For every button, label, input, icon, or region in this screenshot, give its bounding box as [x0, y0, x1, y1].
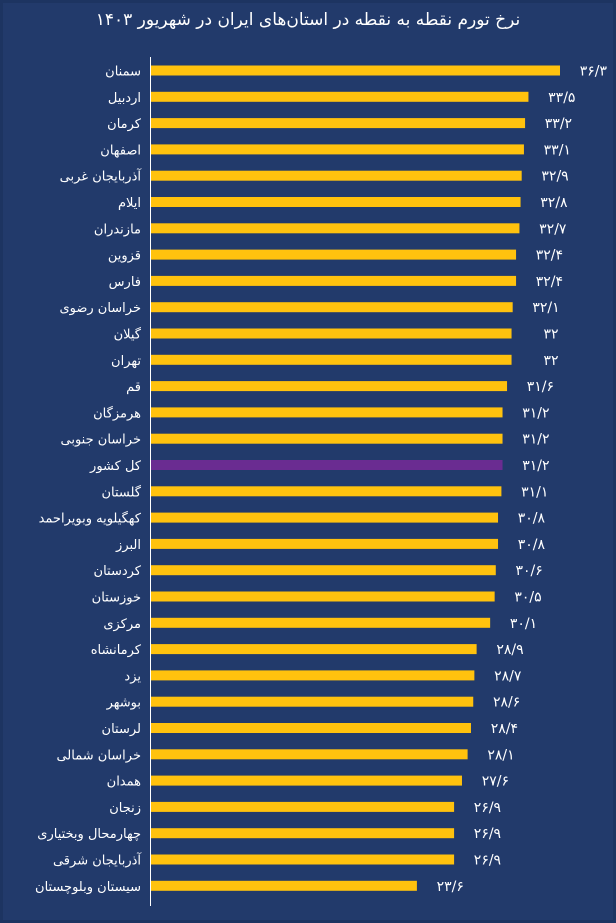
bar-29	[151, 828, 455, 839]
category-label-26: خراسان شمالی	[56, 748, 141, 763]
value-label-16: ۳۱/۱	[521, 484, 548, 500]
category-label-18: البرز	[115, 538, 141, 553]
bar-3	[151, 144, 524, 155]
category-label-14: خراسان جنوبی	[61, 433, 141, 448]
category-label-31: سیستان وبلوچستان	[35, 880, 141, 895]
value-label-25: ۲۸/۴	[491, 721, 518, 737]
value-label-6: ۳۲/۷	[539, 221, 567, 237]
value-label-0: ۳۶/۳	[580, 64, 608, 80]
value-label-19: ۳۰/۶	[515, 563, 542, 579]
bar-15	[151, 460, 503, 470]
value-label-13: ۳۱/۲	[522, 405, 549, 421]
category-label-20: خوزستان	[92, 591, 141, 606]
value-label-21: ۳۰/۱	[510, 616, 537, 632]
category-label-3: اصفهان	[100, 143, 141, 158]
bar-24	[151, 696, 474, 707]
category-label-12: قم	[126, 380, 141, 395]
category-label-29: چهارمحال وبختیاری	[37, 827, 141, 842]
bar-12	[151, 381, 508, 392]
bar-25	[151, 723, 471, 733]
category-label-11: تهران	[111, 354, 141, 369]
bar-20	[151, 591, 495, 602]
bar-26	[151, 749, 468, 760]
category-label-5: ایلام	[118, 196, 141, 211]
category-label-10: گیلان	[114, 327, 142, 343]
value-label-11: ۳۲	[544, 353, 559, 369]
value-label-2: ۳۳/۲	[545, 116, 572, 132]
bar-28	[151, 801, 455, 812]
category-label-22: کرمانشاه	[91, 643, 142, 658]
value-label-26: ۲۸/۱	[487, 747, 514, 763]
value-label-5: ۳۲/۸	[540, 195, 568, 211]
category-label-24: بوشهر	[106, 696, 141, 711]
value-label-22: ۲۸/۹	[496, 642, 523, 658]
category-label-8: فارس	[109, 275, 141, 290]
value-label-7: ۳۲/۴	[536, 248, 563, 264]
value-label-3: ۳۳/۱	[544, 142, 571, 158]
bar-27	[151, 775, 462, 786]
bar-2	[151, 118, 526, 129]
bar-6	[151, 223, 520, 234]
value-label-23: ۲۸/۷	[494, 668, 522, 684]
chart-title: نرخ تورم نقطه به نقطه در استان‌های ایران…	[95, 10, 521, 30]
bar-14	[151, 433, 503, 444]
category-label-6: مازندران	[94, 222, 141, 237]
value-label-1: ۳۳/۵	[548, 90, 575, 106]
category-label-17: کهگیلویه وبویراحمد	[39, 511, 142, 527]
value-label-31: ۲۳/۶	[437, 879, 464, 895]
value-label-4: ۳۲/۹	[541, 169, 568, 185]
value-label-15: ۳۱/۲	[522, 458, 549, 474]
bar-10	[151, 328, 512, 339]
value-label-20: ۳۰/۵	[514, 590, 541, 606]
bar-17	[151, 512, 499, 523]
category-label-21: مرکزی	[103, 617, 141, 632]
value-label-10: ۳۲	[544, 327, 559, 343]
category-label-1: اردبیل	[108, 91, 141, 106]
category-label-9: خراسان رضوی	[59, 301, 141, 316]
category-label-19: کردستان	[94, 564, 142, 579]
bar-13	[151, 407, 503, 418]
category-label-7: قزوین	[108, 249, 141, 264]
bar-4	[151, 170, 522, 181]
value-label-18: ۳۰/۸	[518, 537, 546, 553]
category-label-2: کرمان	[107, 117, 142, 132]
bar-1	[151, 91, 529, 102]
value-label-8: ۳۲/۴	[536, 274, 563, 290]
value-label-9: ۳۲/۱	[532, 300, 559, 316]
bar-0	[151, 65, 560, 76]
value-label-30: ۲۶/۹	[474, 853, 501, 869]
value-label-27: ۲۷/۶	[482, 774, 509, 790]
bar-30	[151, 854, 455, 865]
bar-23	[151, 670, 475, 681]
bar-18	[151, 538, 499, 549]
bar-31	[151, 880, 417, 891]
bar-22	[151, 644, 477, 655]
bar-11	[151, 354, 512, 365]
category-label-15: کل کشور	[89, 459, 142, 474]
category-label-13: هرمزگان	[93, 405, 141, 421]
category-label-23: یزد	[124, 669, 141, 684]
bar-7	[151, 249, 517, 260]
value-label-28: ۲۶/۹	[474, 800, 501, 816]
category-label-25: لرستان	[102, 722, 141, 737]
value-label-14: ۳۱/۲	[522, 432, 549, 448]
category-label-4: آذربایجان غربی	[60, 168, 143, 185]
value-label-29: ۲۶/۹	[474, 826, 501, 842]
bar-8	[151, 275, 517, 286]
bar-5	[151, 197, 521, 207]
bar-21	[151, 617, 491, 628]
bar-16	[151, 486, 502, 497]
category-label-30: آذربایجان شرقی	[53, 852, 142, 869]
bar-19	[151, 565, 496, 576]
value-label-12: ۳۱/۶	[527, 379, 554, 395]
category-label-28: زنجان	[109, 801, 141, 816]
value-label-17: ۳۰/۸	[518, 511, 546, 527]
category-label-0: سمنان	[105, 65, 141, 80]
value-label-24: ۲۸/۶	[493, 695, 520, 711]
category-label-16: گلستان	[101, 484, 141, 500]
bar-9	[151, 302, 513, 313]
category-label-27: همدان	[107, 775, 141, 790]
